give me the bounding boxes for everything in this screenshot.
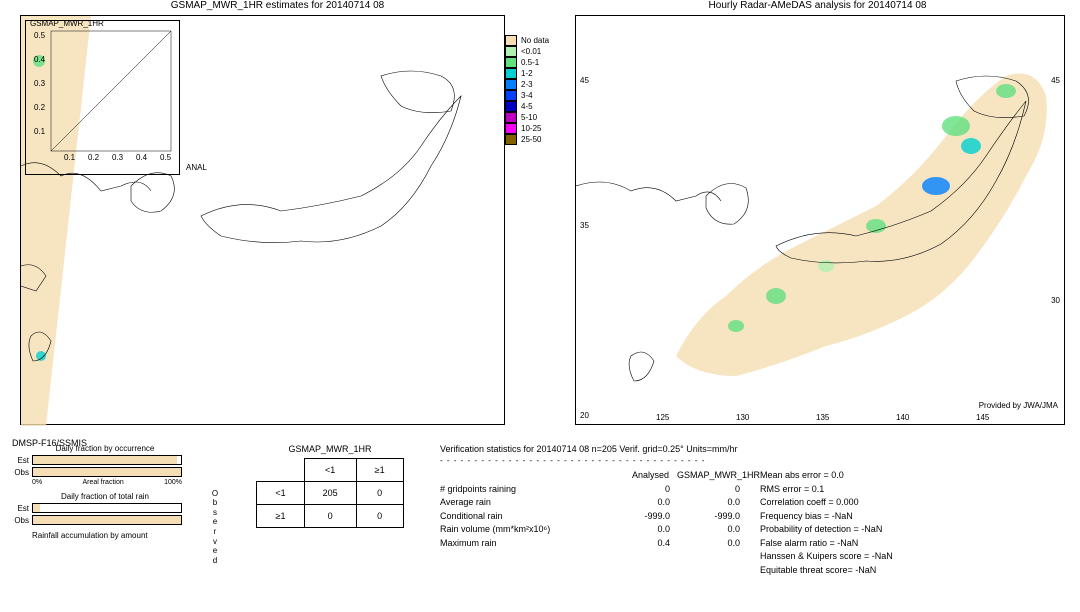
- legend-row: 5-10: [505, 112, 549, 123]
- legend-row: 10-25: [505, 123, 549, 134]
- left-map-title: GSMAP_MWR_1HR estimates for 20140714 08: [0, 0, 555, 11]
- stats-row: Average rain0.00.0: [440, 496, 760, 510]
- legend-row: 25-50: [505, 134, 549, 145]
- stats-header: Verification statistics for 20140714 08 …: [440, 444, 1070, 454]
- ct-cell: 0: [356, 505, 403, 528]
- fraction-bars: Daily fraction by occurrence Est Obs 0%A…: [10, 444, 200, 610]
- left-footer: DMSP-F16/SSMIS: [12, 438, 87, 448]
- metric-row: RMS error = 0.1: [760, 483, 1070, 497]
- stats-row: # gridpoints raining00: [440, 483, 760, 497]
- stats-row: Conditional rain-999.0-999.0: [440, 510, 760, 524]
- metric-row: Frequency bias = -NaN: [760, 510, 1070, 524]
- metric-row: False alarm ratio = -NaN: [760, 537, 1070, 551]
- legend-row: <0.01: [505, 46, 549, 57]
- ct-cell: 0: [304, 505, 356, 528]
- metric-row: Hanssen & Kuipers score = -NaN: [760, 550, 1070, 564]
- color-legend: No data<0.010.5-11-22-33-44-55-1010-2525…: [505, 35, 549, 145]
- verification-stats: Verification statistics for 20140714 08 …: [430, 444, 1070, 610]
- ct-cell: 205: [304, 482, 356, 505]
- right-map-panel: Hourly Radar-AMeDAS analysis for 2014071…: [555, 0, 1080, 440]
- metric-row: Correlation coeff = 0.000: [760, 496, 1070, 510]
- stats-row: Maximum rain0.40.0: [440, 537, 760, 551]
- inset-scatter: GSMAP_MWR_1HR 0.5 0.4 0.3 0.2 0.1 0.1 0.…: [25, 20, 180, 175]
- legend-row: No data: [505, 35, 549, 46]
- legend-row: 1-2: [505, 68, 549, 79]
- legend-row: 3-4: [505, 90, 549, 101]
- legend-row: 0.5-1: [505, 57, 549, 68]
- metric-row: Equitable threat score= -NaN: [760, 564, 1070, 578]
- provider-label: Provided by JWA/JMA: [979, 401, 1058, 410]
- stats-row: Rain volume (mm*km²x10⁶)0.00.0: [440, 523, 760, 537]
- legend-row: 2-3: [505, 79, 549, 90]
- left-map-panel: GSMAP_MWR_1HR estimates for 20140714 08: [0, 0, 555, 440]
- ct-cell: 0: [356, 482, 403, 505]
- left-map-frame: GSMAP_MWR_1HR 0.5 0.4 0.3 0.2 0.1 0.1 0.…: [20, 15, 505, 425]
- metric-row: Mean abs error = 0.0: [760, 469, 1070, 483]
- legend-row: 4-5: [505, 101, 549, 112]
- observed-axis: Observed: [200, 444, 230, 610]
- right-map-title: Hourly Radar-AMeDAS analysis for 2014071…: [555, 0, 1080, 11]
- anal-label: ANAL: [186, 163, 207, 172]
- metric-row: Probability of detection = -NaN: [760, 523, 1070, 537]
- contingency-table: GSMAP_MWR_1HR <1≥1 <12050 ≥100: [230, 444, 430, 610]
- right-map-frame: 45 35 20 45 30 125 130 135 140 145 Provi…: [575, 15, 1065, 425]
